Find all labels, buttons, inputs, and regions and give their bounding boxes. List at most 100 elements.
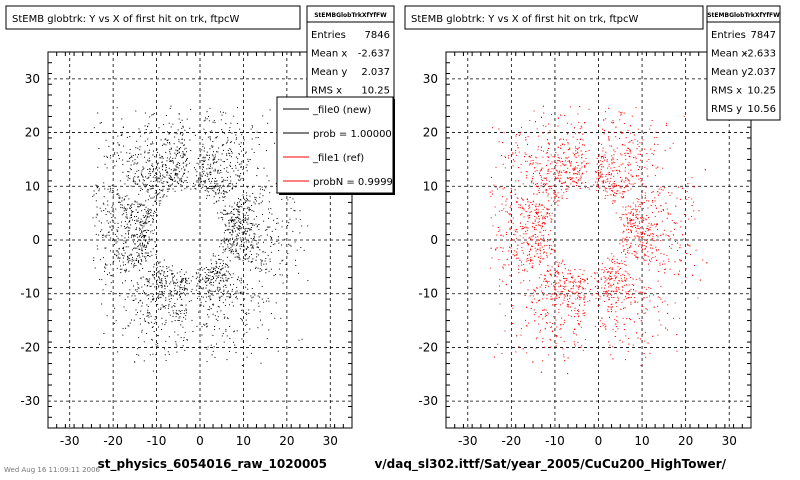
data-point: [170, 177, 172, 179]
data-point: [146, 280, 148, 282]
data-point: [541, 227, 543, 229]
data-point: [209, 148, 211, 150]
data-point: [240, 166, 242, 168]
data-point: [158, 263, 160, 265]
data-point: [183, 313, 185, 315]
data-point: [142, 179, 144, 181]
data-point: [556, 162, 558, 164]
data-point: [167, 190, 169, 192]
data-point: [539, 329, 541, 331]
data-point: [583, 278, 585, 280]
data-point: [114, 307, 116, 309]
data-point: [516, 154, 518, 156]
data-point: [529, 236, 531, 238]
data-point: [562, 286, 564, 287]
data-point: [505, 211, 507, 213]
data-point: [202, 277, 204, 279]
data-point: [599, 320, 601, 322]
data-point: [242, 260, 244, 262]
data-point: [110, 155, 111, 157]
data-point: [629, 156, 631, 158]
data-point: [257, 247, 259, 249]
data-point: [260, 202, 262, 204]
data-point: [538, 263, 540, 265]
data-point: [123, 306, 125, 308]
data-point: [137, 220, 139, 222]
data-point: [182, 326, 184, 328]
data-point: [603, 272, 605, 274]
data-point: [144, 245, 145, 247]
data-point: [211, 180, 213, 182]
data-point: [227, 212, 228, 214]
data-point: [144, 152, 146, 154]
data-point: [642, 231, 644, 233]
data-point: [641, 247, 643, 249]
data-point: [527, 215, 529, 217]
data-point: [216, 180, 218, 182]
data-point: [165, 171, 167, 173]
data-point: [99, 343, 100, 345]
data-point: [248, 207, 250, 209]
data-point: [255, 259, 257, 261]
data-point: [540, 204, 542, 206]
data-point: [230, 252, 232, 254]
data-point: [643, 312, 645, 314]
data-point: [550, 295, 552, 297]
data-point: [615, 271, 617, 273]
data-point: [577, 294, 579, 296]
data-point: [615, 320, 617, 322]
data-point: [263, 301, 265, 303]
data-point: [605, 190, 607, 192]
data-point: [627, 130, 629, 131]
data-point: [225, 248, 227, 250]
data-point: [518, 265, 520, 267]
data-point: [549, 321, 551, 323]
data-point: [170, 295, 172, 297]
data-point: [531, 182, 533, 184]
data-point: [534, 227, 536, 229]
data-point: [176, 279, 178, 281]
data-point: [232, 220, 234, 222]
data-point: [641, 291, 643, 293]
data-point: [142, 204, 144, 206]
data-point: [648, 229, 650, 231]
data-point: [126, 223, 128, 225]
data-point: [206, 284, 208, 286]
data-point: [239, 304, 241, 306]
data-point: [146, 222, 148, 224]
data-point: [501, 196, 503, 198]
data-point: [594, 278, 596, 280]
data-point: [220, 159, 222, 161]
data-point: [625, 137, 627, 139]
data-point: [583, 160, 585, 162]
data-point: [234, 256, 236, 258]
data-point: [573, 172, 575, 174]
data-point: [208, 180, 210, 182]
data-point: [227, 150, 229, 151]
data-point: [645, 186, 647, 188]
data-point: [541, 223, 543, 225]
data-point: [163, 176, 165, 178]
data-point: [103, 155, 105, 157]
data-point: [253, 235, 255, 237]
data-point: [144, 249, 146, 250]
data-point: [534, 247, 536, 249]
data-point: [215, 181, 217, 182]
data-point: [231, 277, 233, 278]
data-point: [131, 319, 132, 321]
data-point: [612, 161, 614, 163]
data-point: [139, 180, 141, 182]
data-point: [111, 192, 113, 194]
data-point: [574, 316, 575, 318]
data-point: [695, 249, 697, 251]
data-point: [123, 240, 125, 242]
data-point: [162, 174, 164, 176]
data-point: [182, 162, 184, 164]
data-point: [666, 122, 667, 124]
data-point: [671, 244, 673, 246]
data-point: [149, 168, 151, 170]
data-point: [614, 318, 616, 320]
data-point: [535, 236, 537, 238]
data-point: [137, 147, 139, 149]
